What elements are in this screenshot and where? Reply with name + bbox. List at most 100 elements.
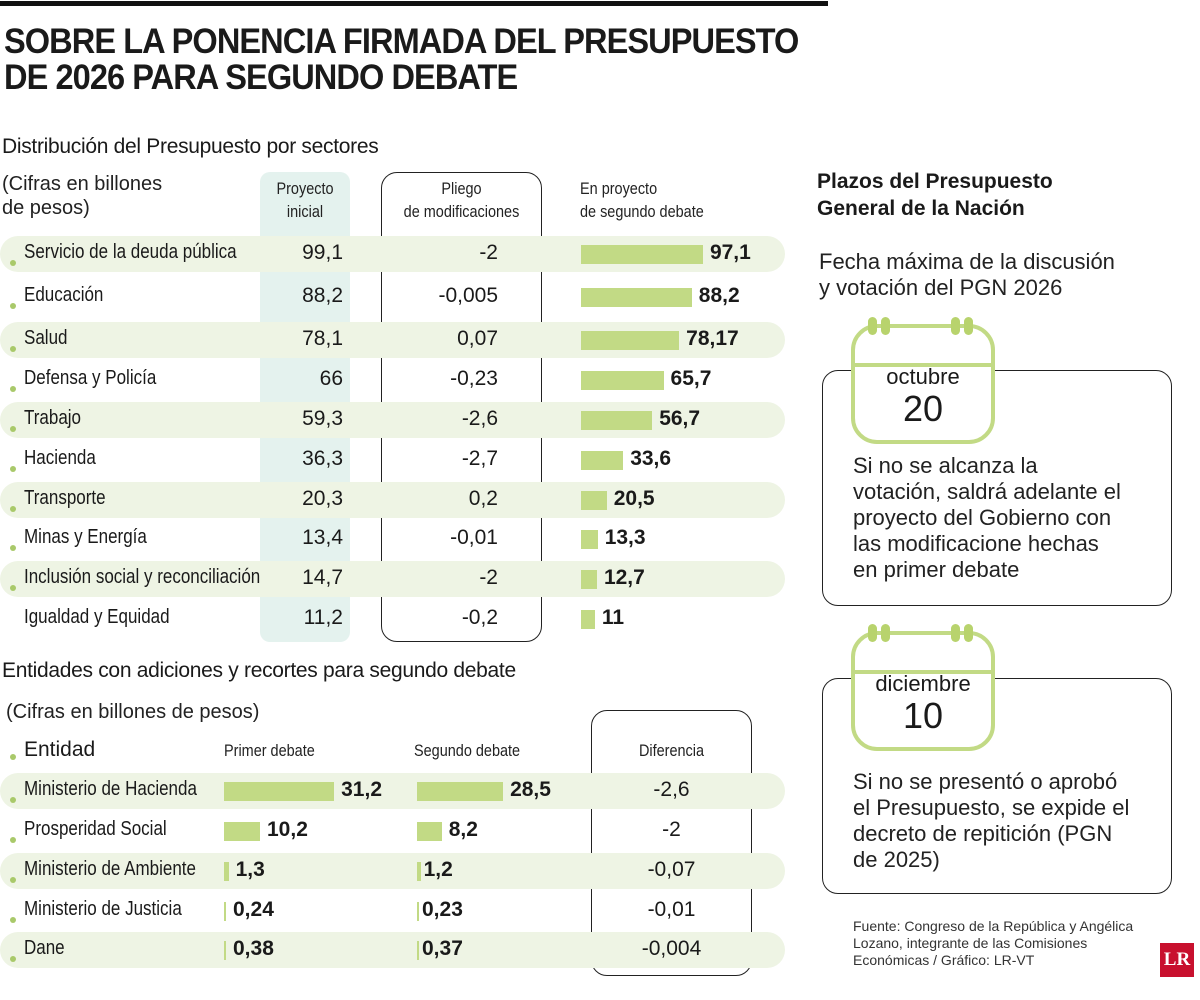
segundo-debate-bar	[581, 245, 703, 264]
calendar-icon	[851, 324, 995, 444]
segundo-debate-bar	[417, 782, 504, 801]
deadline-month: octubre	[886, 364, 960, 389]
segundo-debate-bar	[581, 331, 680, 350]
segundo-debate-bar	[581, 491, 607, 510]
header-proyecto-inicial: Proyecto inicial	[276, 179, 334, 221]
pliego-value: -0,005	[438, 284, 498, 307]
row-band	[0, 853, 785, 889]
bullet	[10, 506, 16, 512]
pliego-value: -2	[479, 241, 498, 264]
segundo-debate-value: 8,2	[448, 818, 478, 841]
deadline-text-line: de 2025)	[853, 847, 940, 872]
segundo-debate-value: 33,6	[630, 447, 672, 470]
primer-debate-value: 0,24	[233, 898, 274, 921]
pliego-value: 0,2	[468, 487, 498, 510]
proyecto-inicial-value: 14,7	[302, 566, 343, 589]
pliego-value: -0,01	[450, 526, 498, 549]
bullet	[10, 956, 16, 962]
sector-label: Hacienda	[24, 447, 96, 469]
segundo-debate-value: 11	[601, 606, 625, 629]
primer-debate-bar	[224, 902, 226, 921]
proyecto-inicial-value: 13,4	[302, 526, 343, 549]
units-note-2: (Cifras en billones de pesos)	[6, 701, 260, 723]
calendar-ring	[951, 317, 960, 335]
segundo-debate-bar	[581, 610, 595, 629]
segundo-debate-bar	[417, 822, 442, 841]
proyecto-inicial-value: 78,1	[302, 327, 343, 350]
bullet	[10, 426, 16, 432]
header-diferencia: Diferencia	[638, 741, 705, 760]
segundo-debate-bar	[581, 451, 624, 470]
entidad-label: Ministerio de Hacienda	[24, 778, 197, 800]
bullet	[10, 585, 16, 591]
row-band	[0, 932, 785, 968]
segundo-debate-bar	[581, 530, 598, 549]
deadline-text-line: en primer debate	[853, 557, 1020, 582]
primer-debate-value: 31,2	[341, 778, 382, 801]
bullet	[10, 754, 16, 760]
row-band	[0, 773, 785, 809]
calendar-ring	[964, 624, 973, 642]
top-rule	[0, 1, 828, 6]
calendar-top-line	[872, 325, 972, 328]
pliego-value: -2	[479, 566, 498, 589]
proyecto-inicial-value: 20,3	[302, 487, 343, 510]
row-band	[0, 402, 785, 438]
sector-label: Educación	[24, 284, 104, 306]
pliego-value: -2,6	[461, 407, 498, 430]
deadline-text: Si no se presentó o aprobó el Presupuesto…	[853, 769, 1129, 873]
bullet	[10, 346, 16, 352]
primer-debate-value: 10,2	[267, 818, 308, 841]
proyecto-inicial-value: 59,3	[302, 407, 343, 430]
bullet	[10, 260, 16, 266]
segundo-debate-value: 97,1	[709, 241, 751, 264]
calendar-ring	[881, 317, 890, 335]
lr-logo: LR	[1160, 943, 1194, 977]
deadline-text-line: Si no se presentó o aprobó	[853, 769, 1118, 794]
section-title-entidades: Entidades con adiciones y recortes para …	[2, 659, 516, 682]
proyecto-inicial-value: 99,1	[302, 241, 343, 264]
sector-label: Defensa y Policía	[24, 367, 157, 389]
sector-label: Salud	[24, 327, 68, 349]
bullet	[10, 837, 16, 843]
header-primer-debate: Primer debate	[224, 741, 315, 760]
segundo-debate-value: 88,2	[698, 284, 740, 307]
segundo-debate-value: 12,7	[603, 566, 645, 589]
calendar-icon	[851, 631, 995, 751]
segundo-debate-value: 65,7	[670, 367, 712, 390]
segundo-debate-bar	[417, 941, 419, 960]
bullet	[10, 466, 16, 472]
deadline-text-line: decreto de repitición (PGN	[853, 821, 1113, 846]
sector-label: Servicio de la deuda pública	[24, 241, 237, 263]
bullet	[10, 386, 16, 392]
diferencia-value: -0,07	[647, 858, 696, 881]
diferencia-value: -2,6	[653, 778, 690, 801]
source-note: Fuente: Congreso de la República y Angél…	[853, 918, 1134, 968]
primer-debate-bar	[224, 941, 226, 960]
proyecto-inicial-value: 88,2	[302, 284, 343, 307]
section-title-sectores: Distribución del Presupuesto por sectore…	[2, 135, 379, 158]
proyecto-inicial-value: 66	[319, 367, 343, 390]
sector-label: Minas y Energía	[24, 526, 147, 548]
deadline-text-line: votación, saldrá adelante el	[853, 479, 1121, 504]
segundo-debate-value: 1,2	[423, 858, 453, 881]
diferencia-box	[591, 710, 752, 976]
header-entidad: Entidad	[24, 738, 96, 761]
plazos-intro: Fecha máxima de la discusión y votación d…	[819, 249, 1115, 300]
deadline-day: 10	[902, 695, 944, 736]
deadline-text: Si no se alcanza la votación, saldrá adel…	[853, 453, 1121, 583]
primer-debate-bar	[224, 862, 229, 881]
diferencia-value: -0,004	[641, 937, 702, 960]
bullet	[10, 303, 16, 309]
row-band	[0, 561, 785, 597]
bullet	[10, 877, 16, 883]
plazos-title: Plazos del Presupuesto General de la Naci…	[817, 170, 1053, 220]
segundo-debate-value: 78,17	[686, 327, 739, 350]
diferencia-value: -0,01	[647, 898, 696, 921]
deadline-box	[822, 370, 1172, 606]
entidad-label: Prosperidad Social	[24, 818, 167, 840]
deadline-text-line: Si no se alcanza la	[853, 453, 1038, 478]
segundo-debate-value: 56,7	[659, 407, 701, 430]
proyecto-inicial-value: 11,2	[303, 606, 343, 629]
calendar-ring	[881, 624, 890, 642]
